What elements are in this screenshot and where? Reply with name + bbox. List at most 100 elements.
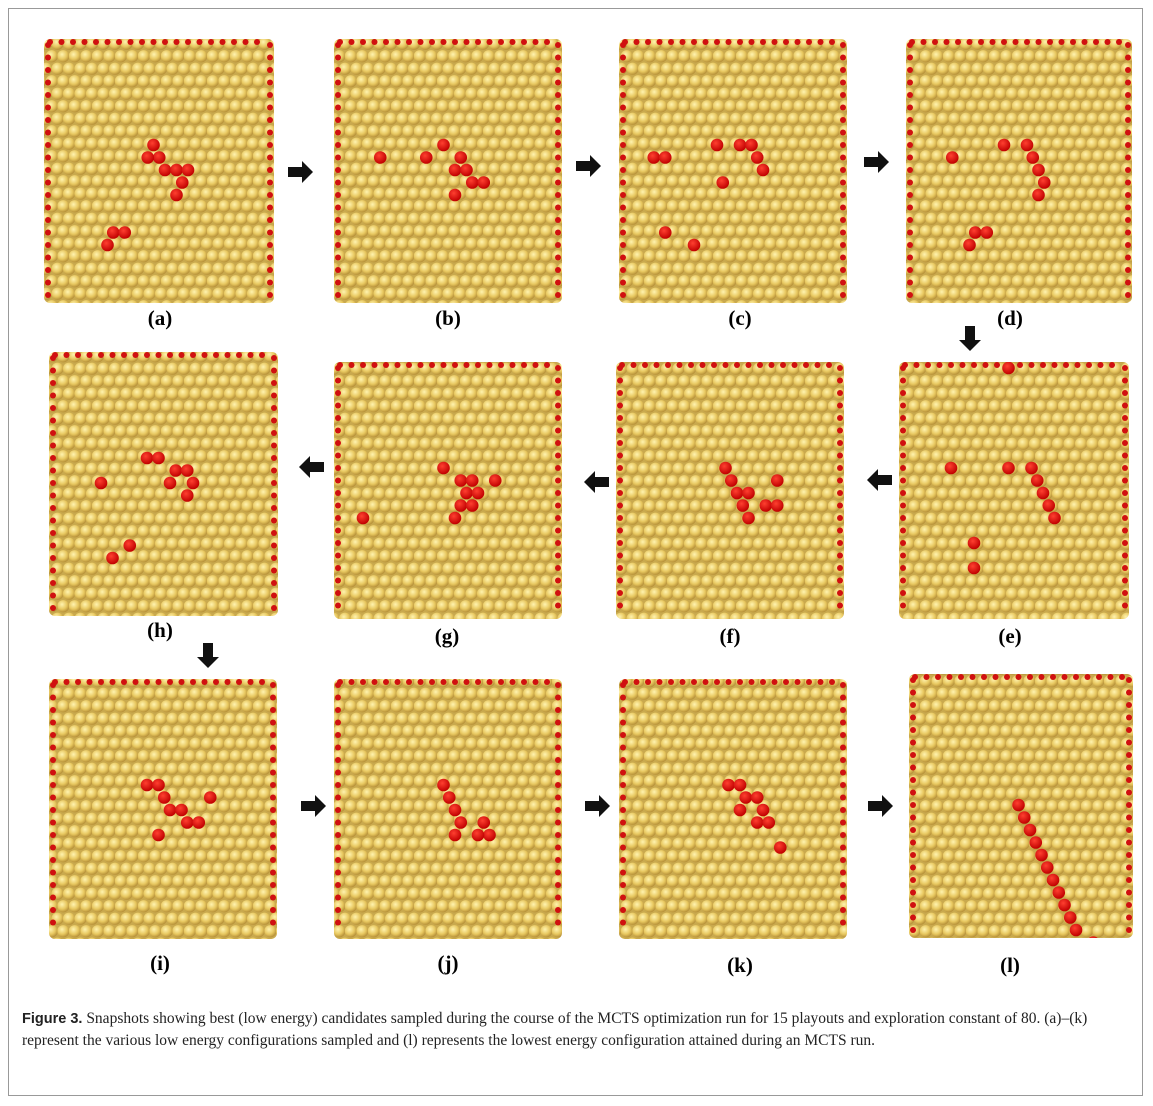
edge-atom — [840, 795, 846, 801]
edge-atom — [1070, 39, 1076, 45]
edge-atom — [487, 39, 493, 45]
edge-atom — [900, 453, 906, 459]
edge-atom — [932, 39, 938, 45]
edge-atom — [837, 403, 843, 409]
edge-atom — [803, 362, 809, 368]
edge-atom — [910, 715, 916, 721]
edge-atom — [271, 580, 277, 586]
lattice — [619, 39, 847, 303]
lattice — [49, 679, 277, 939]
red-atom — [159, 164, 172, 177]
edge-atom — [271, 368, 277, 374]
edge-atom — [93, 39, 99, 45]
edge-atom — [837, 553, 843, 559]
panel-label: (b) — [435, 306, 461, 330]
edge-atom — [555, 42, 561, 48]
edge-atom — [910, 790, 916, 796]
edge-atom — [620, 242, 626, 248]
edge-atom — [620, 292, 626, 298]
edge-atom — [144, 352, 150, 358]
edge-atom — [267, 292, 273, 298]
red-atom — [659, 151, 672, 164]
edge-atom — [110, 352, 116, 358]
red-atom — [437, 462, 450, 475]
edge-atom — [335, 403, 341, 409]
edge-atom — [271, 405, 277, 411]
edge-atom — [1125, 230, 1131, 236]
edge-atom — [1122, 490, 1128, 496]
edge-atom — [335, 553, 341, 559]
edge-atom — [335, 515, 341, 521]
edge-atom — [900, 403, 906, 409]
edge-atom — [335, 192, 341, 198]
edge-atom — [555, 603, 561, 609]
edge-atom — [335, 142, 341, 148]
edge-atom — [271, 393, 277, 399]
edge-atom — [162, 39, 168, 45]
edge-atom — [555, 280, 561, 286]
edge-atom — [270, 757, 276, 763]
red-atom — [1070, 924, 1083, 937]
edge-atom — [910, 765, 916, 771]
edge-atom — [464, 39, 470, 45]
red-atom — [454, 151, 467, 164]
edge-atom — [335, 267, 341, 273]
edge-atom — [620, 67, 626, 73]
edge-atom — [900, 390, 906, 396]
edge-atom — [50, 707, 56, 713]
edge-atom — [337, 39, 343, 45]
edge-atom — [271, 480, 277, 486]
edge-atom — [783, 39, 789, 45]
edge-atom — [620, 230, 626, 236]
red-atom — [437, 139, 450, 152]
edge-atom — [668, 39, 674, 45]
edge-atom — [360, 362, 366, 368]
lattice — [616, 362, 844, 619]
edge-atom — [806, 679, 812, 685]
edge-atom — [45, 130, 51, 136]
edge-atom — [1125, 205, 1131, 211]
edge-atom — [267, 192, 273, 198]
edge-atom — [555, 390, 561, 396]
edge-atom — [337, 362, 343, 368]
edge-atom — [82, 39, 88, 45]
edge-atom — [270, 707, 276, 713]
edge-atom — [50, 695, 56, 701]
edge-atom — [912, 674, 918, 680]
edge-atom — [688, 362, 694, 368]
edge-atom — [45, 155, 51, 161]
red-atom — [449, 189, 462, 202]
red-atom — [169, 464, 182, 477]
edge-atom — [59, 39, 65, 45]
edge-atom — [213, 352, 219, 358]
red-atom — [731, 487, 744, 500]
edge-atom — [267, 42, 273, 48]
edge-atom — [267, 155, 273, 161]
edge-atom — [900, 578, 906, 584]
red-atom — [688, 239, 701, 252]
edge-atom — [270, 882, 276, 888]
red-atom — [95, 477, 108, 490]
edge-atom — [270, 920, 276, 926]
edge-atom — [271, 518, 277, 524]
edge-atom — [555, 378, 561, 384]
edge-atom — [50, 870, 56, 876]
edge-atom — [521, 679, 527, 685]
edge-atom — [335, 428, 341, 434]
edge-atom — [50, 555, 56, 561]
edge-atom — [829, 39, 835, 45]
snapshot — [49, 679, 277, 939]
red-atom — [182, 164, 195, 177]
edge-atom — [50, 518, 56, 524]
edge-atom — [87, 679, 93, 685]
edge-atom — [116, 39, 122, 45]
edge-atom — [907, 105, 913, 111]
edge-atom — [907, 117, 913, 123]
edge-atom — [1122, 415, 1128, 421]
arrow — [584, 471, 609, 493]
edge-atom — [555, 907, 561, 913]
edge-atom — [555, 732, 561, 738]
edge-atom — [487, 362, 493, 368]
edge-atom — [840, 117, 846, 123]
figure: (a)(b)(c)(d)(e)(f)(g)(h)(i)(j)(k)(l) Fig… — [0, 0, 1153, 1106]
